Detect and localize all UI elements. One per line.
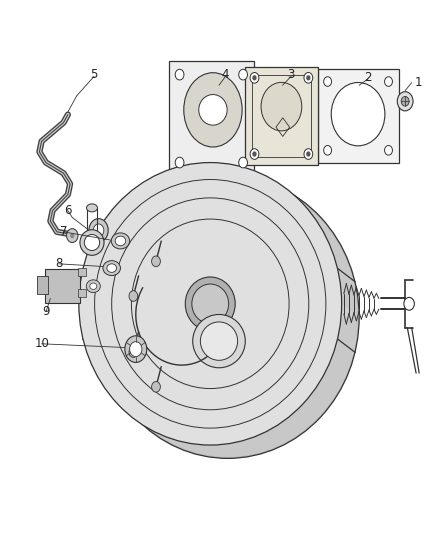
Circle shape (306, 151, 311, 157)
Circle shape (129, 290, 138, 301)
Circle shape (175, 157, 184, 168)
FancyBboxPatch shape (78, 268, 86, 276)
Ellipse shape (199, 94, 227, 125)
Circle shape (89, 219, 108, 242)
Circle shape (93, 224, 104, 237)
Ellipse shape (84, 235, 99, 251)
Ellipse shape (111, 233, 130, 249)
Circle shape (200, 185, 210, 198)
Ellipse shape (79, 163, 342, 445)
Ellipse shape (96, 176, 359, 458)
Ellipse shape (115, 236, 126, 246)
Text: 1: 1 (414, 76, 422, 89)
Text: 10: 10 (34, 337, 49, 350)
FancyBboxPatch shape (169, 61, 254, 176)
Circle shape (401, 96, 409, 106)
Circle shape (397, 92, 413, 111)
Circle shape (306, 75, 311, 80)
FancyBboxPatch shape (37, 276, 48, 294)
Circle shape (250, 72, 259, 83)
Circle shape (239, 69, 247, 80)
Text: 4: 4 (222, 68, 230, 81)
Ellipse shape (261, 82, 302, 131)
Ellipse shape (200, 322, 237, 360)
Ellipse shape (331, 83, 385, 146)
Circle shape (152, 382, 160, 392)
Text: 5: 5 (91, 68, 98, 81)
Circle shape (152, 256, 160, 266)
Circle shape (304, 72, 313, 83)
Circle shape (175, 69, 184, 80)
Circle shape (385, 146, 392, 155)
Circle shape (70, 233, 74, 238)
Circle shape (385, 77, 392, 86)
Circle shape (239, 157, 247, 168)
Circle shape (252, 151, 257, 157)
Circle shape (404, 297, 414, 310)
FancyBboxPatch shape (318, 69, 399, 163)
Polygon shape (79, 304, 359, 317)
Circle shape (252, 75, 257, 80)
Text: 6: 6 (64, 204, 72, 217)
Circle shape (324, 146, 332, 155)
FancyBboxPatch shape (184, 171, 233, 211)
Ellipse shape (184, 72, 242, 147)
Circle shape (67, 229, 78, 243)
Circle shape (130, 342, 142, 357)
Circle shape (125, 336, 147, 362)
FancyBboxPatch shape (245, 67, 318, 165)
Text: 9: 9 (42, 305, 50, 318)
Ellipse shape (90, 283, 97, 289)
Ellipse shape (107, 264, 117, 272)
Ellipse shape (103, 261, 120, 276)
Ellipse shape (192, 284, 229, 324)
Circle shape (250, 149, 259, 159)
Circle shape (324, 77, 332, 86)
Ellipse shape (185, 277, 235, 330)
Ellipse shape (193, 314, 245, 368)
Text: 2: 2 (364, 71, 372, 84)
Circle shape (129, 347, 138, 358)
Text: 8: 8 (56, 257, 63, 270)
FancyBboxPatch shape (45, 269, 80, 303)
Circle shape (304, 149, 313, 159)
Text: 3: 3 (288, 68, 295, 81)
Ellipse shape (98, 177, 358, 457)
FancyBboxPatch shape (78, 289, 86, 297)
Ellipse shape (86, 204, 97, 212)
Text: 7: 7 (60, 225, 67, 238)
Ellipse shape (80, 230, 104, 255)
Ellipse shape (193, 181, 217, 203)
Ellipse shape (86, 280, 100, 293)
